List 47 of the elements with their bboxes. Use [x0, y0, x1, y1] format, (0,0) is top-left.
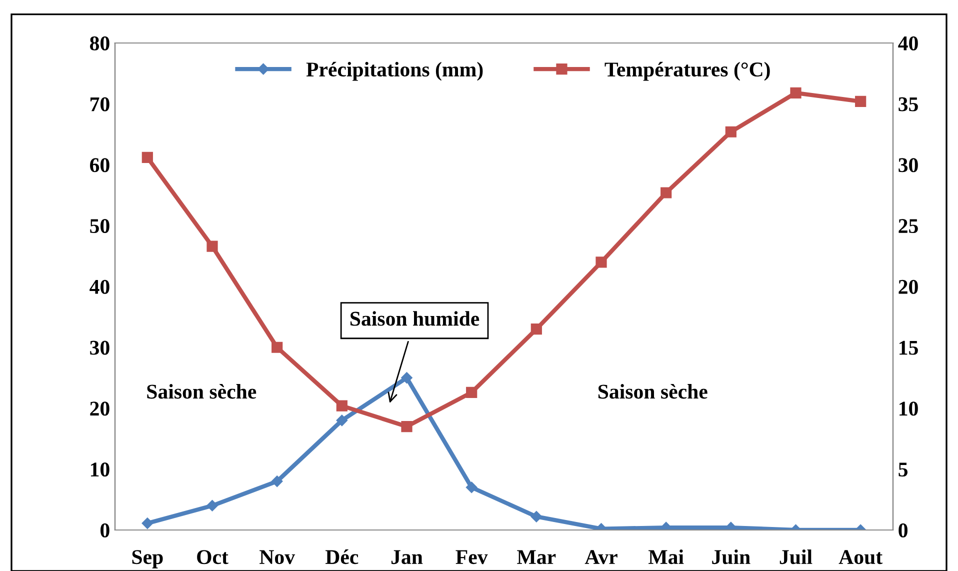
legend-label: Précipitations (mm): [306, 62, 483, 81]
annotation: Saison sèche: [598, 384, 708, 399]
point: [206, 240, 218, 252]
x-tick-label: Mai: [648, 549, 684, 564]
x-tick-label: Jan: [391, 550, 423, 564]
x-tick-label: Oct: [197, 550, 228, 564]
x-tick-label: Juil: [780, 549, 812, 564]
point: [725, 126, 736, 138]
y-tick-label: 30: [90, 340, 110, 355]
annotation: Saison sèche: [147, 384, 256, 399]
point: [790, 87, 802, 98]
point: [596, 256, 607, 268]
y2-tick-label: 40: [898, 36, 918, 50]
y2-tick-label: 15: [900, 340, 918, 355]
point: [272, 342, 283, 353]
y-tick-label: 10: [90, 462, 110, 477]
x-tick-label: Sep: [132, 550, 163, 568]
point: [855, 96, 866, 107]
y-tick-label: 80: [90, 36, 110, 50]
x-tick-label: Mar: [517, 550, 556, 564]
point: [336, 400, 348, 412]
y-tick-label: 70: [90, 97, 110, 112]
annotation: Saison humide: [350, 311, 480, 326]
y-tick-label: 50: [90, 219, 110, 234]
point: [142, 152, 153, 163]
x-tick-label: Nov: [260, 550, 296, 564]
legend-label: Températures (°C): [604, 62, 770, 81]
y2-tick-label: 20: [898, 280, 918, 294]
point: [530, 324, 542, 335]
y2-tick-label: 10: [900, 402, 918, 416]
y-tick-label: 0: [100, 523, 110, 538]
x-tick-label: Juin: [712, 549, 750, 564]
point: [466, 386, 478, 398]
x-tick-label: Déc: [326, 549, 358, 564]
y2-tick-label: 25: [898, 219, 918, 234]
x-tick-label: Fev: [456, 550, 488, 564]
y2-tick-label: 0: [898, 523, 908, 538]
y2-tick-label: 30: [898, 158, 918, 172]
y-tick-label: 40: [90, 280, 110, 294]
y-tick-label: 60: [90, 158, 110, 172]
y2-tick-label: 5: [898, 462, 908, 477]
y2-tick-label: 35: [898, 97, 918, 112]
x-tick-label: Avr: [584, 550, 618, 564]
y-tick-label: 20: [90, 402, 110, 416]
point: [401, 420, 412, 432]
point: [660, 187, 672, 198]
x-tick-label: Aout: [838, 550, 882, 564]
